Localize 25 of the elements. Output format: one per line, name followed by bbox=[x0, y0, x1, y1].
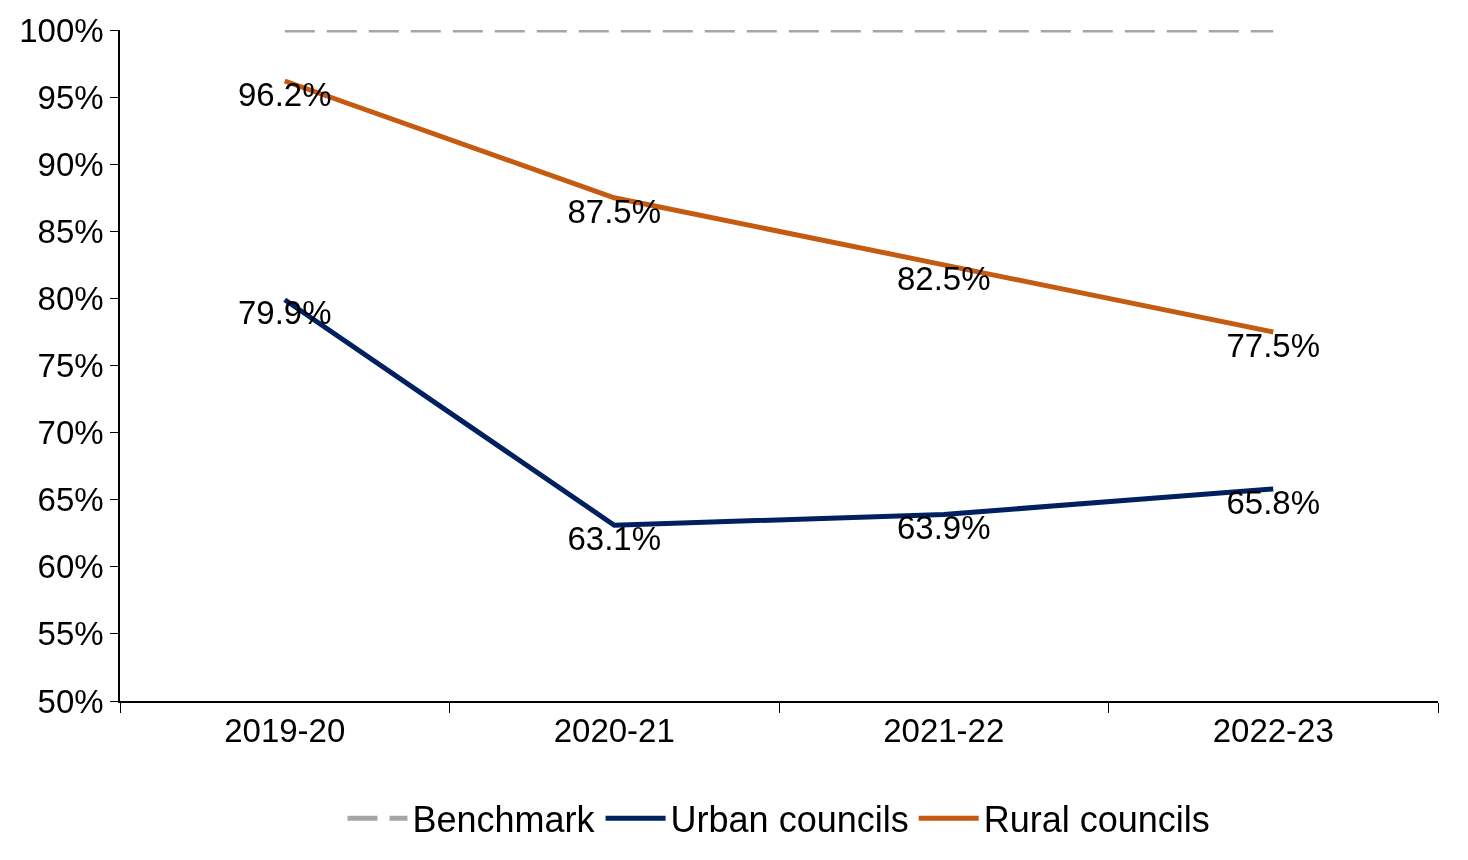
y-tick-label: 60% bbox=[37, 548, 104, 586]
y-tick-label: 75% bbox=[37, 347, 104, 385]
data-label: 96.2% bbox=[237, 75, 332, 113]
y-tick-label: 100% bbox=[19, 11, 104, 49]
data-label: 65.8% bbox=[1226, 483, 1321, 521]
y-tick-label: 50% bbox=[37, 682, 104, 720]
legend-label: Benchmark bbox=[412, 799, 596, 841]
x-tick-label: 2020-21 bbox=[553, 712, 675, 750]
y-tick-label: 65% bbox=[37, 481, 104, 519]
legend-label: Rural councils bbox=[983, 799, 1210, 841]
y-tick-label: 95% bbox=[37, 78, 104, 116]
data-label: 63.1% bbox=[567, 519, 662, 557]
x-tick-label: 2022-23 bbox=[1212, 712, 1334, 750]
y-tick-label: 80% bbox=[37, 279, 104, 317]
data-label: 77.5% bbox=[1226, 326, 1321, 364]
y-tick-label: 85% bbox=[37, 212, 104, 250]
x-tick-label: 2019-20 bbox=[224, 712, 346, 750]
x-tick-label: 2021-22 bbox=[883, 712, 1005, 750]
y-tick-label: 70% bbox=[37, 414, 104, 452]
data-label: 63.9% bbox=[896, 509, 991, 547]
y-tick-label: 55% bbox=[37, 615, 104, 653]
data-label: 82.5% bbox=[896, 259, 991, 297]
data-label: 87.5% bbox=[567, 192, 662, 230]
y-tick-label: 90% bbox=[37, 145, 104, 183]
legend-label: Urban councils bbox=[670, 799, 909, 841]
